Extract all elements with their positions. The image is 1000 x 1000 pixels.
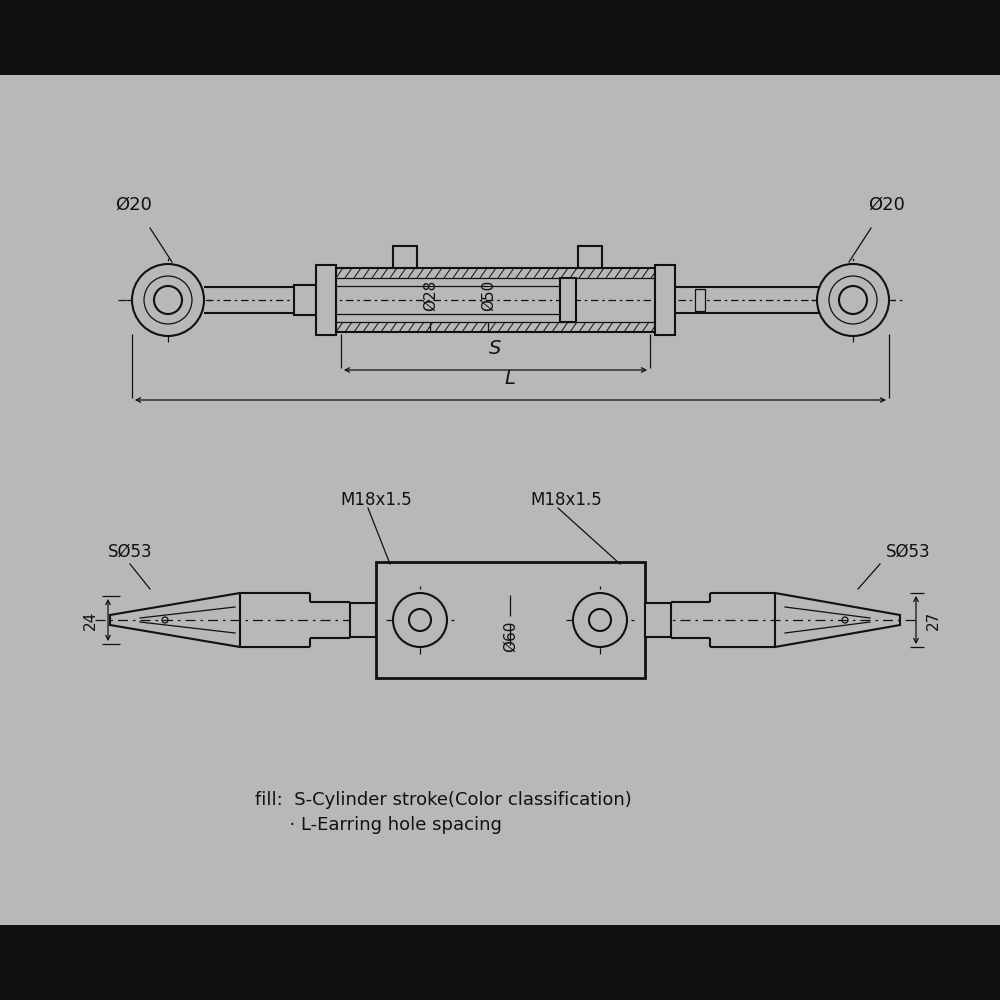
Circle shape: [144, 276, 192, 324]
Bar: [578, 246, 602, 268]
Text: L: L: [505, 369, 515, 388]
Text: 24: 24: [83, 610, 98, 630]
Bar: [316, 265, 336, 335]
Bar: [376, 562, 645, 678]
Text: · L-Earring hole spacing: · L-Earring hole spacing: [255, 816, 502, 834]
Bar: [560, 278, 576, 322]
Circle shape: [132, 264, 204, 336]
Bar: [294, 285, 316, 315]
Circle shape: [589, 609, 611, 631]
Text: Ø28: Ø28: [422, 279, 438, 311]
Bar: [350, 603, 376, 637]
Text: Ø20: Ø20: [116, 196, 152, 214]
Text: Ø50: Ø50: [480, 279, 496, 311]
Bar: [655, 265, 675, 335]
Bar: [645, 603, 671, 637]
Circle shape: [393, 593, 447, 647]
Circle shape: [829, 276, 877, 324]
Text: M18x1.5: M18x1.5: [530, 491, 602, 509]
Bar: [158, 270, 178, 330]
Text: Ø60: Ø60: [503, 620, 518, 652]
Text: 27: 27: [926, 610, 941, 630]
Bar: [0, 925, 1000, 1000]
Text: SØ53: SØ53: [108, 543, 153, 561]
Text: S: S: [489, 339, 501, 358]
Text: M18x1.5: M18x1.5: [340, 491, 412, 509]
Bar: [393, 246, 417, 268]
Text: Ø20: Ø20: [869, 196, 905, 214]
Bar: [0, 0, 1000, 75]
Circle shape: [839, 286, 867, 314]
Bar: [695, 289, 705, 311]
Text: fill:  S-Cylinder stroke(Color classification): fill: S-Cylinder stroke(Color classifica…: [255, 791, 632, 809]
Circle shape: [573, 593, 627, 647]
Circle shape: [409, 609, 431, 631]
Circle shape: [817, 264, 889, 336]
Text: SØ53: SØ53: [886, 543, 931, 561]
Circle shape: [154, 286, 182, 314]
